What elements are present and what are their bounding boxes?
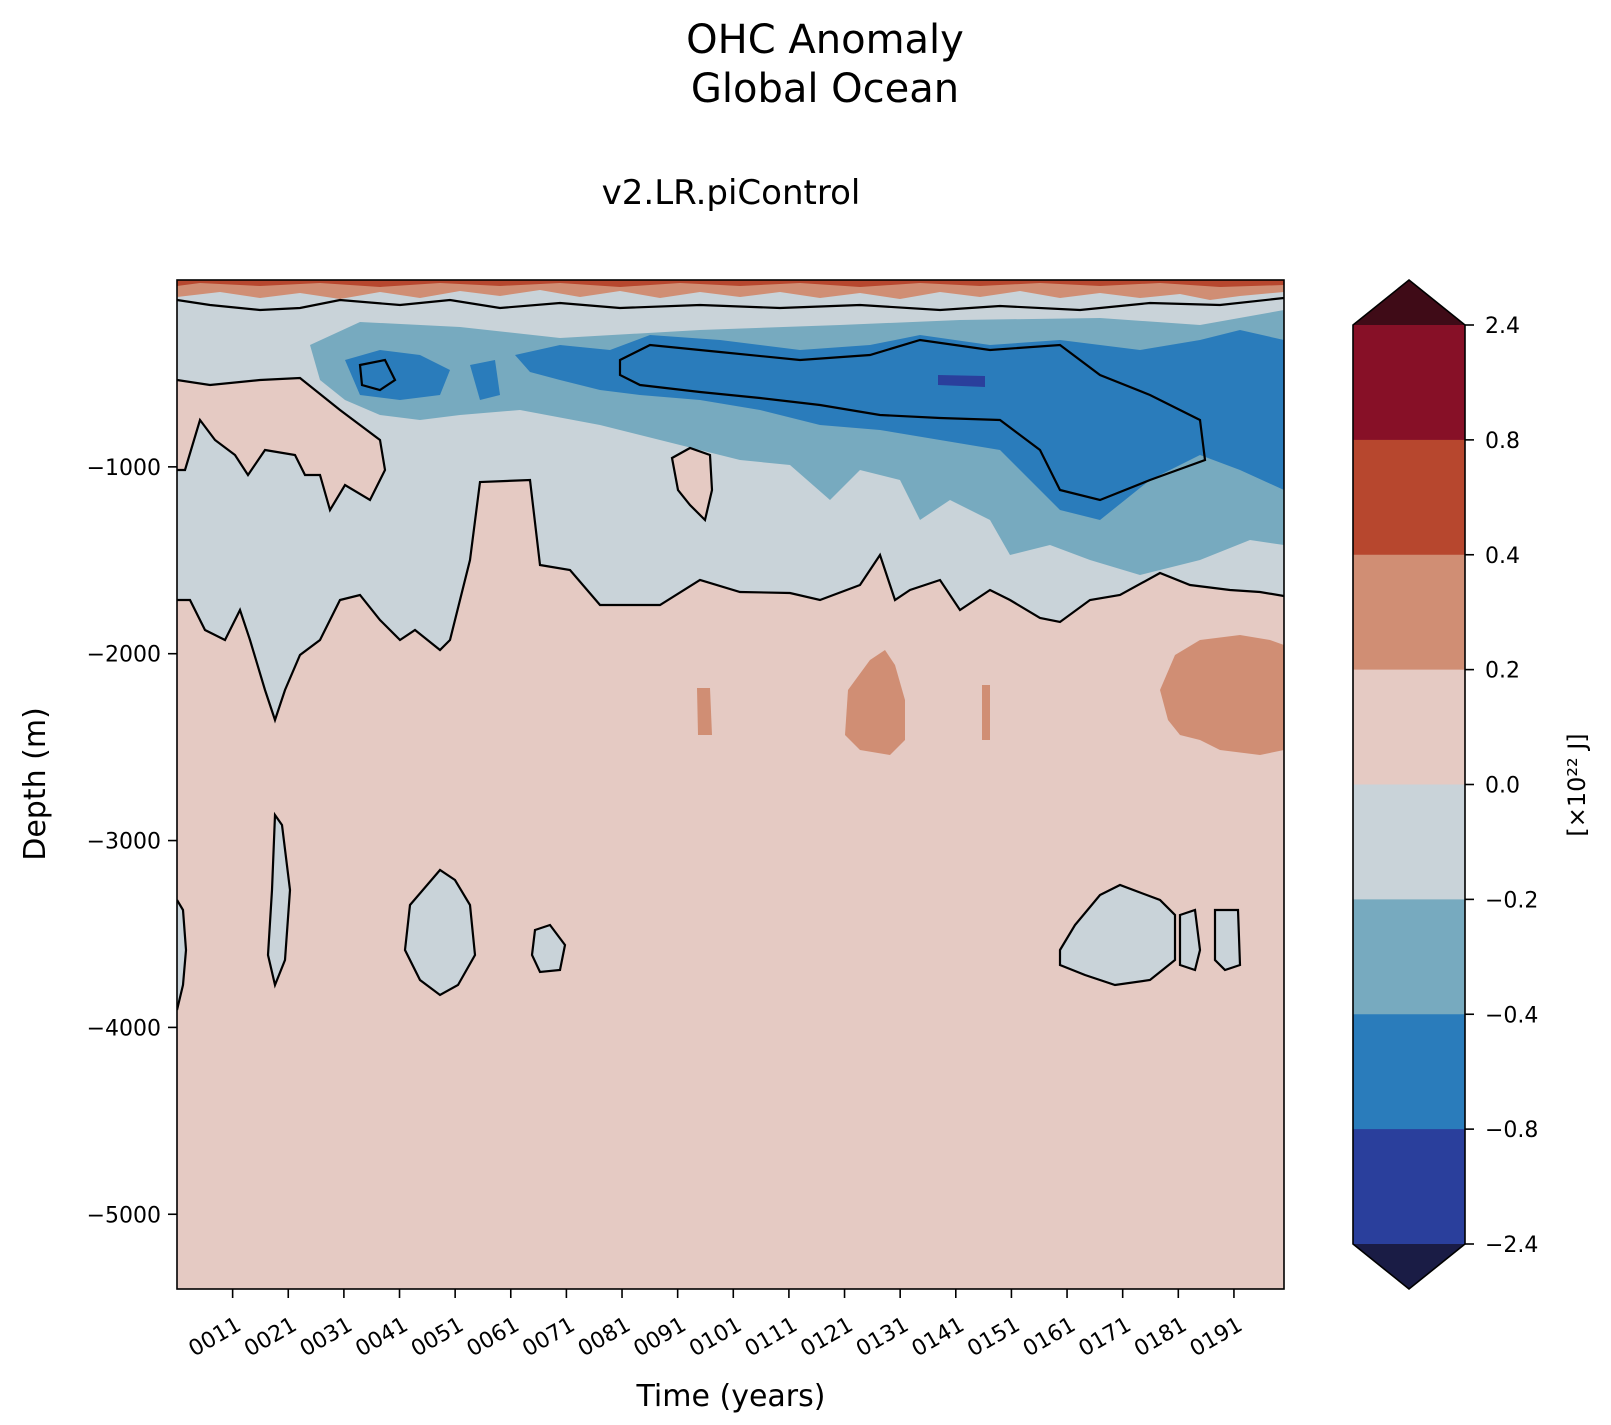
colorbar-band bbox=[1353, 669, 1465, 785]
zero-contour-line bbox=[1213, 908, 1242, 972]
warm-lobe-region bbox=[672, 448, 712, 520]
abyssal-cool-lens bbox=[1215, 910, 1240, 970]
zero-contour-line bbox=[618, 338, 1207, 502]
abyssal-cool-lens bbox=[405, 870, 475, 995]
surface-warm-layer bbox=[177, 280, 1284, 300]
plot-subtitle: v2.LR.piControl bbox=[602, 173, 861, 213]
colorbar-tick-label: 0.8 bbox=[1485, 429, 1520, 454]
x-tick-label: 0121 bbox=[797, 1313, 858, 1363]
x-tick-label: 0101 bbox=[685, 1313, 746, 1363]
zero-contours bbox=[177, 296, 1284, 1011]
colorbar-band bbox=[1353, 439, 1465, 556]
y-axis-label: Depth (m) bbox=[18, 707, 53, 861]
colorbar-band bbox=[1353, 554, 1465, 671]
zero-contour-line bbox=[1058, 883, 1177, 987]
plot-frame bbox=[176, 279, 1285, 1290]
y-tick-label: −2000 bbox=[87, 643, 161, 668]
x-tick-label: 0171 bbox=[1075, 1313, 1136, 1363]
x-tick-label: 0071 bbox=[518, 1313, 579, 1363]
figure-title-line2: Global Ocean bbox=[691, 66, 959, 112]
x-tick-label: 0111 bbox=[741, 1313, 802, 1363]
zero-contour-line bbox=[358, 358, 397, 392]
y-tick-label: −1000 bbox=[87, 456, 161, 481]
warm-lobe-region bbox=[177, 378, 385, 510]
zero-contour-line bbox=[403, 868, 477, 997]
x-tick-label: 0131 bbox=[852, 1313, 913, 1363]
colorbar: 2.4 0.8 0.4 0.2 0.0 −0.2 −0.4 −0.8 −2.4 bbox=[1352, 278, 1538, 1291]
zero-contour-line bbox=[1178, 908, 1202, 972]
colorbar-label: [×10²² J] bbox=[1563, 733, 1591, 836]
zero-contour-line bbox=[177, 899, 188, 1011]
colorbar-band bbox=[1353, 325, 1465, 441]
colorbar-tick-label: 2.4 bbox=[1485, 314, 1520, 339]
abyssal-cool-lens bbox=[532, 925, 565, 972]
deep-warm-patch bbox=[982, 685, 990, 740]
colorbar-tick-label: 0.4 bbox=[1485, 544, 1520, 569]
x-tick-label: 0031 bbox=[296, 1313, 357, 1363]
darkest-cool-region bbox=[938, 375, 985, 387]
x-tick-label: 0141 bbox=[908, 1313, 969, 1363]
colorbar-band bbox=[1353, 1014, 1465, 1130]
x-tick-label: 0181 bbox=[1130, 1313, 1191, 1363]
x-axis-label: Time (years) bbox=[636, 1379, 826, 1414]
colorbar-band bbox=[1353, 1129, 1465, 1245]
x-tick-label: 0011 bbox=[185, 1313, 246, 1363]
colorbar-band bbox=[1353, 899, 1465, 1015]
colorbar-tick-label: 0.2 bbox=[1485, 659, 1520, 684]
colorbar-band bbox=[1353, 784, 1465, 900]
x-tick-label: 0021 bbox=[240, 1313, 301, 1363]
zero-contour-line bbox=[530, 923, 567, 974]
colorbar-tick-label: −2.4 bbox=[1485, 1233, 1538, 1258]
x-tick-label: 0091 bbox=[630, 1313, 691, 1363]
y-tick-label: −4000 bbox=[87, 1016, 161, 1041]
deep-warm-patch bbox=[845, 650, 905, 755]
x-tick-label: 0161 bbox=[1019, 1313, 1080, 1363]
x-tick-label: 0191 bbox=[1186, 1313, 1247, 1363]
colorbar-over-extension bbox=[1353, 280, 1465, 325]
abyssal-cool-lens bbox=[1180, 910, 1200, 970]
deep-warm-patch bbox=[697, 688, 712, 735]
zero-contour-line bbox=[670, 446, 714, 523]
figure-title-line1: OHC Anomaly bbox=[686, 17, 964, 63]
plot-area bbox=[177, 280, 1284, 1289]
colorbar-tick-label: −0.8 bbox=[1485, 1118, 1538, 1143]
colorbar-tick-label: −0.2 bbox=[1485, 888, 1538, 913]
zero-contour-line bbox=[177, 478, 1284, 724]
zero-contour-line bbox=[266, 811, 292, 989]
strong-cool-region bbox=[515, 330, 1284, 520]
x-tick-label: 0151 bbox=[963, 1313, 1024, 1363]
y-tick-label: −3000 bbox=[87, 830, 161, 855]
deep-warm-patch bbox=[1160, 635, 1284, 755]
strong-cool-region bbox=[470, 360, 500, 400]
colorbar-under-extension bbox=[1353, 1244, 1465, 1289]
colorbar-tick-label: −0.4 bbox=[1485, 1003, 1538, 1028]
zero-contour-line bbox=[177, 376, 387, 513]
x-tick-label: 0081 bbox=[574, 1313, 635, 1363]
x-tick-label: 0051 bbox=[407, 1313, 468, 1363]
zero-contour-line bbox=[177, 296, 1284, 312]
x-tick-label: 0041 bbox=[352, 1313, 413, 1363]
x-tick-label: 0061 bbox=[463, 1313, 524, 1363]
colorbar-tick-label: 0.0 bbox=[1485, 774, 1520, 799]
surface-warm-layer bbox=[177, 280, 1284, 287]
y-tick-label: −5000 bbox=[87, 1203, 161, 1228]
